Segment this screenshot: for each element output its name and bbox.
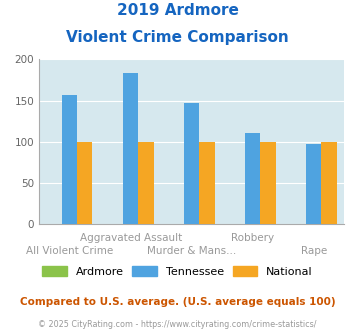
Bar <box>245 133 261 224</box>
Bar <box>322 142 337 224</box>
Text: All Violent Crime: All Violent Crime <box>26 246 113 256</box>
Legend: Ardmore, Tennessee, National: Ardmore, Tennessee, National <box>38 261 317 281</box>
Bar <box>184 103 200 224</box>
Text: 2019 Ardmore: 2019 Ardmore <box>116 3 239 18</box>
Text: © 2025 CityRating.com - https://www.cityrating.com/crime-statistics/: © 2025 CityRating.com - https://www.city… <box>38 320 317 329</box>
Bar <box>200 142 214 224</box>
Text: Murder & Mans...: Murder & Mans... <box>147 246 236 256</box>
Text: Robbery: Robbery <box>231 233 274 243</box>
Text: Violent Crime Comparison: Violent Crime Comparison <box>66 30 289 45</box>
Bar <box>306 144 322 224</box>
Bar <box>138 142 153 224</box>
Bar <box>123 73 138 224</box>
Bar <box>261 142 275 224</box>
Bar <box>62 95 77 224</box>
Text: Aggravated Assault: Aggravated Assault <box>80 233 182 243</box>
Bar <box>77 142 92 224</box>
Text: Compared to U.S. average. (U.S. average equals 100): Compared to U.S. average. (U.S. average … <box>20 297 335 307</box>
Text: Rape: Rape <box>301 246 327 256</box>
